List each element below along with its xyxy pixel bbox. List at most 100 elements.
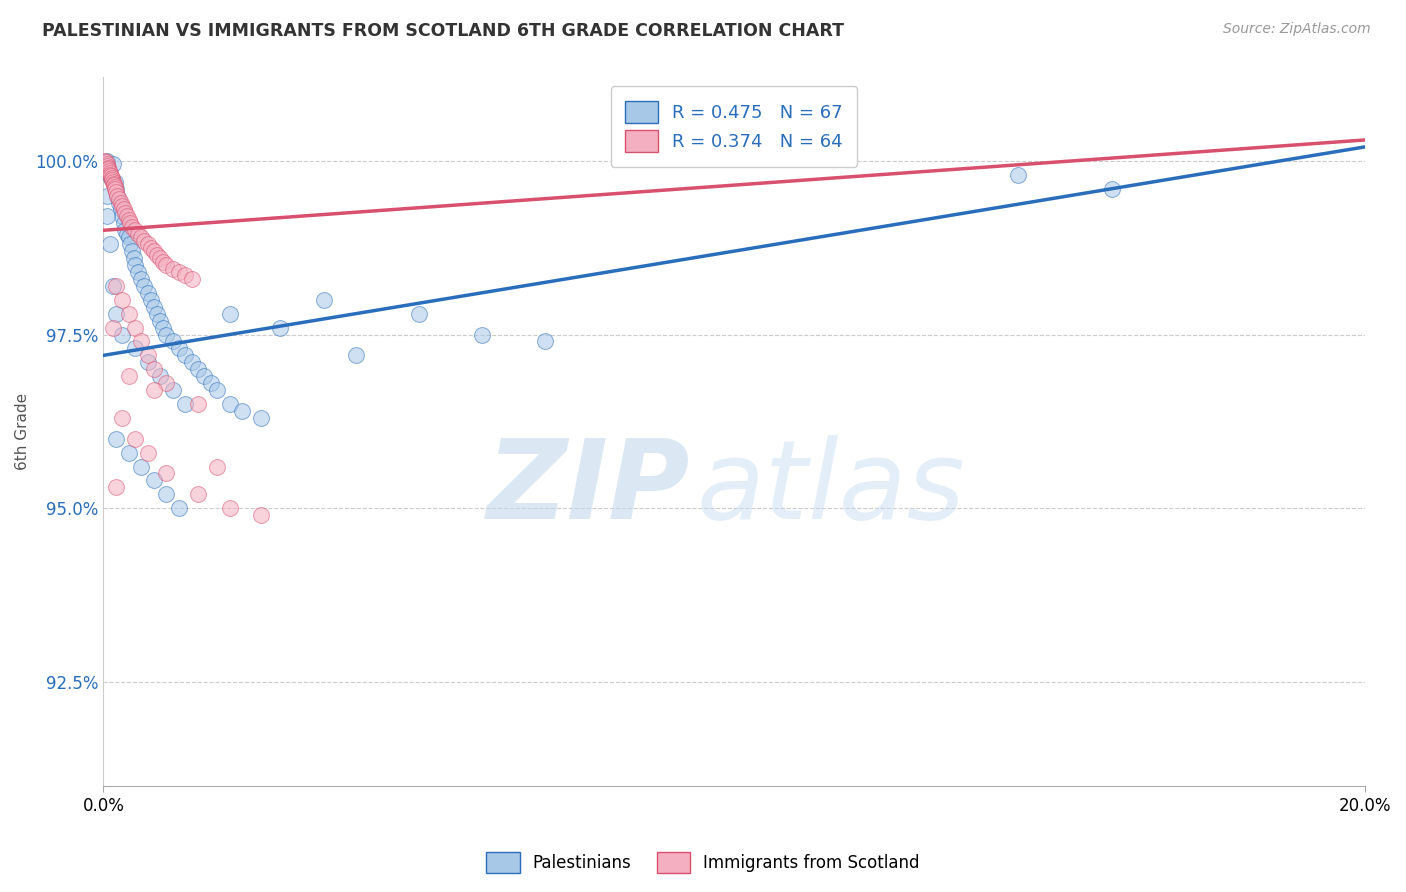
Point: [101, 175, 124, 189]
Point: [96, 160, 118, 174]
Point: [117, 212, 139, 227]
Point: [94, 153, 117, 168]
Point: [104, 180, 127, 194]
Point: [162, 334, 184, 349]
Point: [174, 397, 197, 411]
Point: [174, 268, 197, 283]
Point: [114, 206, 136, 220]
Point: [167, 501, 190, 516]
Point: [136, 445, 159, 459]
Point: [122, 251, 145, 265]
Point: [97, 164, 120, 178]
Point: [98, 168, 121, 182]
Point: [162, 261, 184, 276]
Point: [269, 320, 291, 334]
Point: [134, 234, 156, 248]
Point: [149, 313, 172, 327]
Point: [155, 376, 177, 391]
Point: [117, 230, 139, 244]
Point: [142, 244, 165, 259]
Point: [111, 199, 134, 213]
Point: [105, 188, 128, 202]
Point: [408, 307, 430, 321]
Text: atlas: atlas: [696, 435, 965, 542]
Point: [108, 195, 131, 210]
Point: [250, 410, 273, 425]
Point: [100, 169, 122, 183]
Point: [134, 278, 156, 293]
Point: [142, 362, 165, 376]
Point: [96, 157, 118, 171]
Text: ZIP: ZIP: [486, 435, 690, 542]
Point: [98, 237, 121, 252]
Point: [139, 293, 162, 307]
Point: [314, 293, 336, 307]
Text: Source: ZipAtlas.com: Source: ZipAtlas.com: [1223, 22, 1371, 37]
Point: [112, 202, 135, 217]
Point: [105, 307, 128, 321]
Point: [193, 369, 215, 384]
Point: [101, 173, 124, 187]
Legend: R = 0.475   N = 67, R = 0.374   N = 64: R = 0.475 N = 67, R = 0.374 N = 64: [610, 87, 858, 167]
Point: [100, 171, 122, 186]
Point: [108, 192, 131, 206]
Text: PALESTINIAN VS IMMIGRANTS FROM SCOTLAND 6TH GRADE CORRELATION CHART: PALESTINIAN VS IMMIGRANTS FROM SCOTLAND …: [42, 22, 844, 40]
Point: [118, 216, 141, 230]
Point: [105, 185, 128, 199]
Legend: Palestinians, Immigrants from Scotland: Palestinians, Immigrants from Scotland: [479, 846, 927, 880]
Point: [205, 383, 228, 397]
Point: [121, 244, 143, 259]
Point: [344, 348, 367, 362]
Point: [110, 195, 132, 210]
Point: [111, 410, 134, 425]
Point: [124, 320, 146, 334]
Point: [97, 162, 120, 177]
Point: [167, 265, 190, 279]
Point: [105, 432, 128, 446]
Point: [139, 241, 162, 255]
Point: [117, 227, 139, 241]
Point: [155, 467, 177, 481]
Point: [187, 362, 209, 376]
Point: [112, 216, 135, 230]
Point: [218, 397, 240, 411]
Point: [121, 219, 143, 234]
Point: [1101, 181, 1123, 195]
Point: [104, 175, 127, 189]
Point: [101, 157, 124, 171]
Point: [200, 376, 222, 391]
Point: [100, 171, 122, 186]
Point: [471, 327, 494, 342]
Point: [94, 155, 117, 169]
Point: [105, 188, 128, 202]
Point: [152, 320, 174, 334]
Point: [103, 177, 125, 191]
Point: [187, 397, 209, 411]
Point: [136, 355, 159, 369]
Point: [129, 459, 152, 474]
Point: [101, 320, 124, 334]
Point: [117, 445, 139, 459]
Point: [97, 161, 120, 175]
Point: [205, 459, 228, 474]
Point: [155, 327, 177, 342]
Point: [124, 223, 146, 237]
Point: [129, 334, 152, 349]
Point: [136, 348, 159, 362]
Point: [101, 278, 124, 293]
Point: [111, 293, 134, 307]
Point: [96, 153, 118, 168]
Point: [114, 223, 136, 237]
Point: [136, 237, 159, 252]
Point: [180, 272, 202, 286]
Point: [187, 487, 209, 501]
Point: [98, 164, 121, 178]
Point: [105, 480, 128, 494]
Point: [218, 307, 240, 321]
Point: [103, 178, 125, 193]
Point: [97, 161, 120, 175]
Point: [155, 487, 177, 501]
Point: [142, 300, 165, 314]
Point: [162, 383, 184, 397]
Y-axis label: 6th Grade: 6th Grade: [15, 393, 30, 470]
